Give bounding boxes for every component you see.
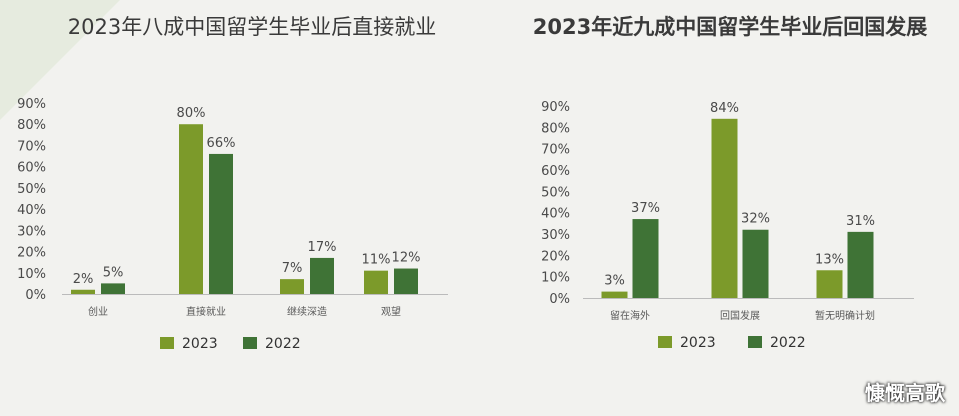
y-tick-label: 20% [17, 246, 46, 261]
bar-2023 [71, 289, 95, 294]
y-tick-label: 70% [541, 143, 570, 158]
bar-2022 [742, 229, 769, 298]
data-label: 84% [710, 101, 739, 116]
y-tick-label: 30% [541, 228, 570, 243]
bar-2022 [209, 153, 233, 294]
bar-2022 [847, 231, 874, 298]
bar-2023 [179, 124, 203, 294]
legend-label: 2023 [182, 336, 218, 352]
bar-2022 [310, 257, 334, 294]
y-tick-label: 10% [17, 267, 46, 282]
x-category-label: 留在海外 [610, 309, 650, 322]
y-tick-label: 30% [17, 224, 46, 239]
data-label: 13% [815, 252, 844, 267]
bar-2022 [632, 219, 659, 298]
legend-label: 2022 [770, 335, 806, 351]
bar-2023 [280, 279, 304, 294]
data-label: 66% [207, 136, 236, 151]
bar-2022 [394, 268, 418, 294]
y-tick-label: 90% [17, 97, 46, 112]
data-label: 11% [362, 253, 391, 268]
y-tick-label: 80% [17, 118, 46, 133]
bar-2023 [711, 118, 738, 298]
data-label: 3% [604, 274, 625, 289]
legend-swatch [160, 337, 174, 349]
y-tick-label: 0% [549, 292, 570, 307]
bar-2023 [816, 270, 843, 298]
bar-2023 [364, 270, 388, 294]
y-tick-label: 40% [541, 207, 570, 222]
x-category-label: 暂无明确计划 [815, 309, 875, 322]
y-tick-label: 80% [541, 121, 570, 136]
y-tick-label: 90% [541, 100, 570, 115]
legend-swatch [243, 337, 257, 349]
y-tick-label: 20% [541, 249, 570, 264]
data-label: 80% [177, 106, 206, 121]
watermark: 慷慨高歌 [865, 381, 945, 405]
y-tick-label: 50% [17, 182, 46, 197]
x-category-label: 继续深造 [287, 305, 327, 318]
legend-label: 2023 [680, 335, 716, 351]
chart-title: 2023年近九成中国留学生毕业后回国发展 [533, 15, 927, 39]
y-tick-label: 60% [17, 161, 46, 176]
y-tick-label: 0% [25, 288, 46, 303]
corner-decoration [0, 0, 120, 120]
data-label: 37% [631, 201, 660, 216]
bar-2023 [601, 291, 628, 298]
y-tick-label: 10% [541, 271, 570, 286]
data-label: 31% [846, 214, 875, 229]
data-label: 17% [308, 240, 337, 255]
x-category-label: 回国发展 [720, 309, 760, 322]
data-label: 5% [103, 265, 124, 280]
x-category-label: 创业 [88, 305, 108, 318]
legend-swatch [748, 336, 762, 348]
y-tick-label: 60% [541, 164, 570, 179]
x-category-label: 观望 [381, 305, 401, 318]
bar-2022 [101, 283, 125, 294]
legend-label: 2022 [265, 336, 301, 352]
data-label: 7% [282, 261, 303, 276]
data-label: 32% [741, 212, 770, 227]
chart-title: 2023年八成中国留学生毕业后直接就业 [68, 15, 436, 39]
legend-swatch [658, 336, 672, 348]
y-tick-label: 50% [541, 185, 570, 200]
data-label: 12% [392, 251, 421, 266]
data-label: 2% [73, 272, 94, 287]
x-category-label: 直接就业 [186, 305, 226, 318]
y-tick-label: 70% [17, 139, 46, 154]
y-tick-label: 40% [17, 203, 46, 218]
